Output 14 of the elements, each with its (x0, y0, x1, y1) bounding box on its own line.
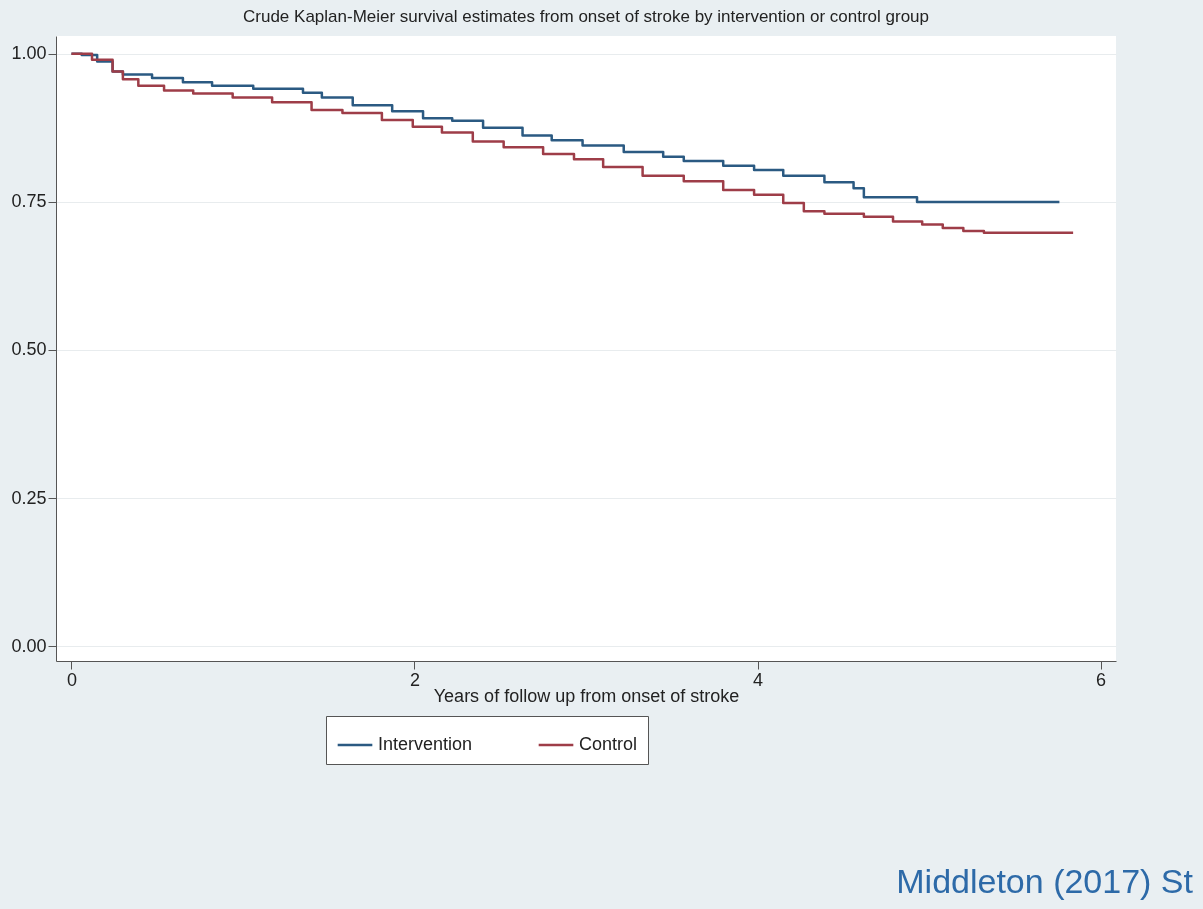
legend-label: Intervention (378, 734, 473, 754)
text: Middleton (2017) St (896, 862, 1193, 901)
x-axis-title: Years of follow up from onset of stroke (433, 685, 740, 706)
x-tick-label: 0 (66, 669, 77, 690)
x-tick-label: 6 (1096, 669, 1107, 690)
chart-title: Crude Kaplan-Meier survival estimates from onset of stroke by intervention or control group (243, 7, 929, 26)
y-tick-label: 1.00 (11, 43, 47, 64)
y-tick-label: 0.75 (11, 191, 47, 212)
y-tick-label: 0.25 (11, 487, 47, 508)
x-tick-label: 4 (753, 669, 764, 690)
x-tick-label: 2 (409, 669, 420, 690)
y-tick-label: 0.50 (11, 339, 47, 360)
y-tick-label: 0.00 (11, 635, 47, 656)
legend-label: Control (579, 734, 638, 754)
